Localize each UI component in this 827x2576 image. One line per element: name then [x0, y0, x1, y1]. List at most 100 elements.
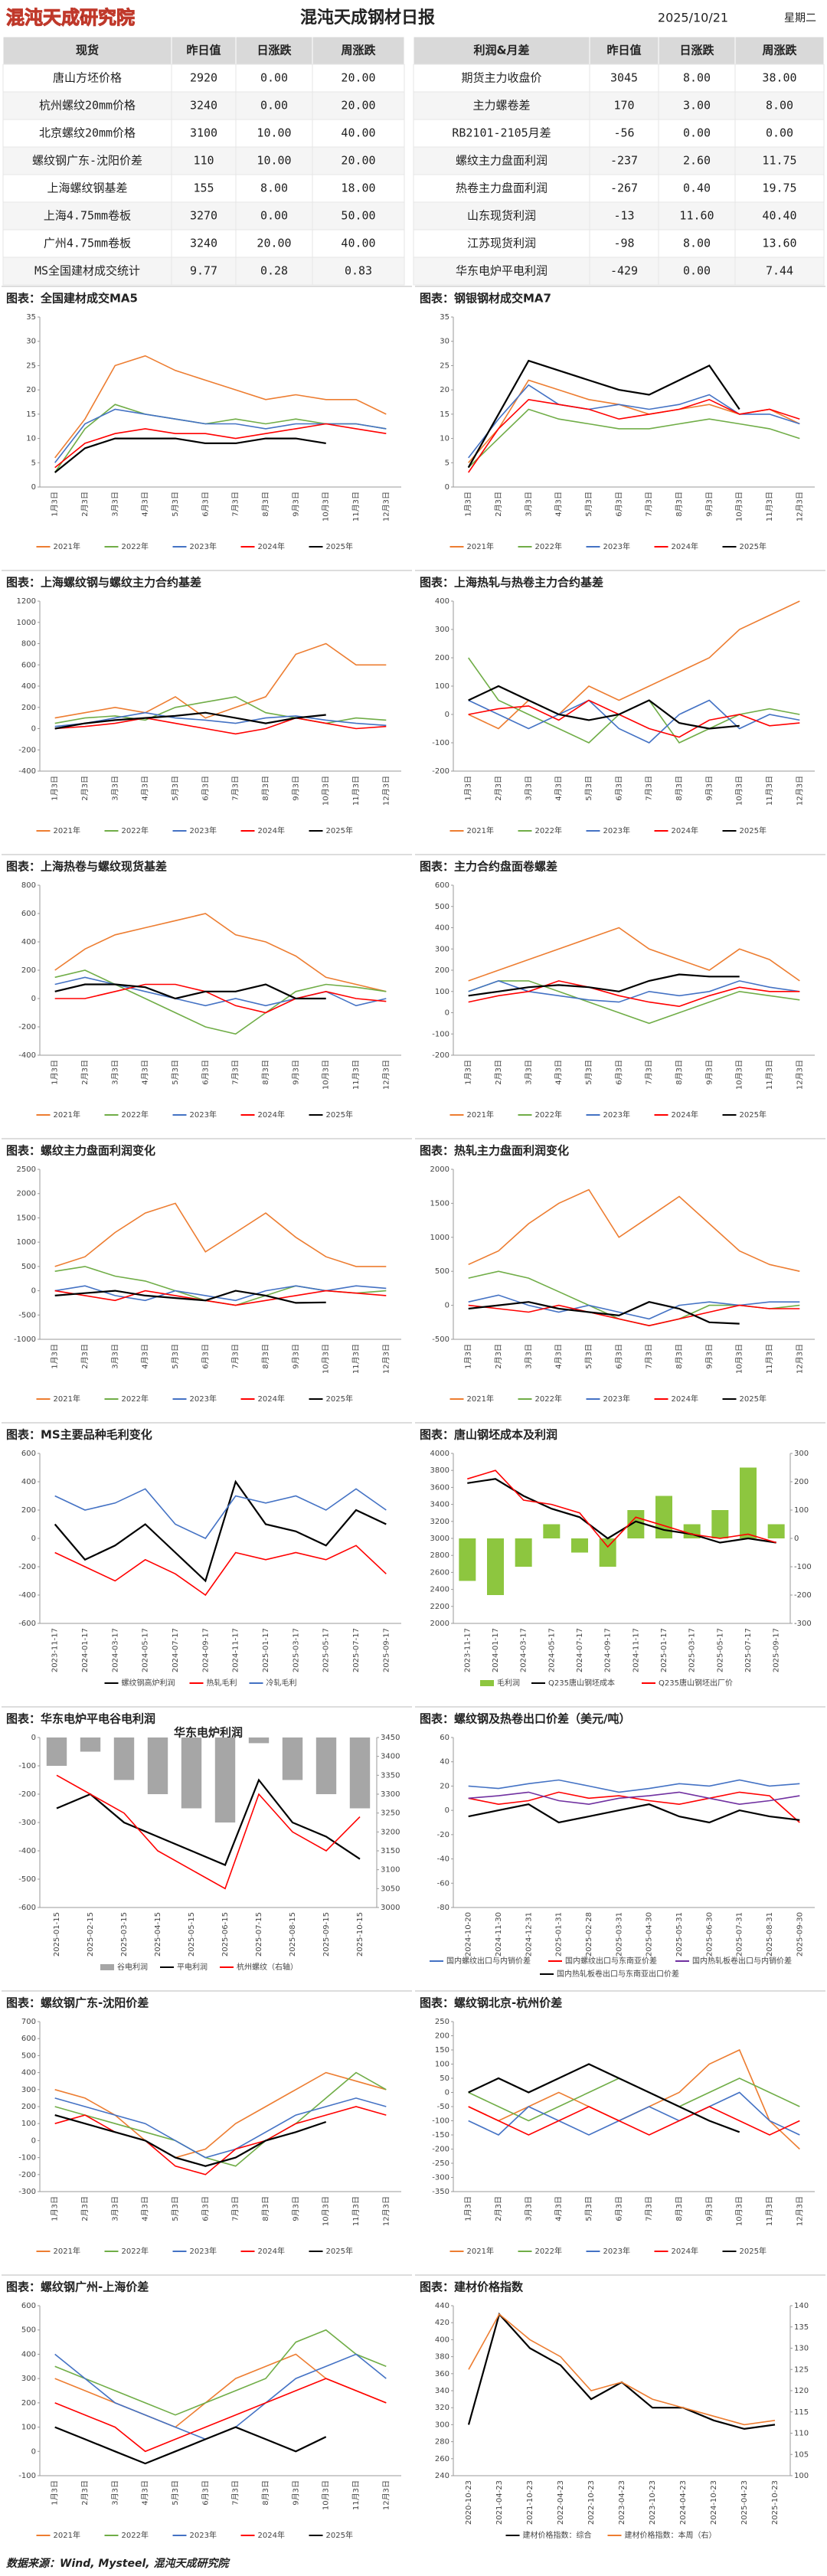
bar	[655, 1496, 672, 1538]
series-line	[468, 1294, 800, 1320]
x-tick-label: 3月3日	[110, 2196, 119, 2221]
y2-tick-label: 3400	[381, 1753, 400, 1761]
y-tick-label: 60	[440, 1734, 449, 1742]
chart-title: 图表：螺纹主力盘面利润变化	[6, 1144, 155, 1158]
x-tick-label: 2025-05-15	[188, 1912, 196, 1957]
x-tick-label: 5月3日	[584, 776, 593, 801]
series-line	[468, 600, 800, 730]
y-tick-label: -400	[18, 1051, 36, 1060]
bar	[571, 1538, 588, 1553]
series-line	[54, 1202, 387, 1267]
x-tick-label: 2月3日	[494, 776, 503, 801]
table-cell	[658, 119, 736, 148]
legend-swatch	[480, 1680, 494, 1686]
series-line	[468, 685, 740, 730]
y-tick-label: 1200	[17, 597, 36, 606]
y-tick-label: 15	[26, 410, 36, 419]
x-tick-label: 4月3日	[141, 2480, 150, 2506]
y-tick-label: 0	[445, 1302, 449, 1310]
y-tick-label: -100	[432, 2117, 449, 2126]
bar	[711, 1510, 729, 1538]
x-tick-label: 2024-03-17	[520, 1628, 528, 1672]
table-text: 江苏现货利润	[467, 237, 536, 250]
table-text: 18.00	[341, 181, 375, 195]
chart-title: 图表：上海热轧与热卷主力合约基差	[420, 576, 603, 590]
y2-tick-label: 200	[794, 1478, 809, 1486]
y-tick-label: 100	[435, 682, 449, 691]
x-tick-label: 1月3日	[464, 492, 473, 517]
series-line	[54, 2378, 387, 2453]
y-tick-label: 1000	[17, 619, 36, 627]
legend-label: 2022年	[535, 2246, 562, 2256]
y-tick-label: -200	[432, 2146, 449, 2154]
legend-label: 2024年	[672, 1394, 698, 1404]
x-tick-label: 1月3日	[51, 1344, 60, 1369]
x-tick-label: 1月3日	[464, 776, 473, 801]
y-tick-label: 15	[440, 410, 449, 419]
series-line	[468, 2106, 800, 2136]
y2-tick-label: 135	[794, 2323, 809, 2332]
x-tick-label: 3月3日	[524, 776, 533, 801]
inner-title: 华东电炉利润	[174, 1726, 243, 1740]
y-tick-label: 0	[31, 1734, 36, 1742]
legend-label: 2021年	[54, 541, 80, 551]
y-tick-label: -50	[437, 2103, 449, 2111]
x-tick-label: 6月3日	[201, 492, 210, 517]
bar	[740, 1467, 757, 1538]
x-tick-label: 10月3日	[322, 1344, 331, 1374]
legend-label: 杭州螺纹（右轴）	[237, 1962, 298, 1972]
x-tick-label: 4月3日	[141, 492, 150, 517]
y-tick-label: 260	[435, 2455, 449, 2463]
legend-label: 2025年	[326, 541, 353, 551]
legend-label: 2025年	[326, 1394, 353, 1404]
x-tick-label: 6月3日	[201, 2480, 210, 2506]
x-tick-label: 3月3日	[524, 1344, 533, 1369]
legend-label: 2022年	[122, 2246, 149, 2256]
x-tick-label: 6月3日	[614, 776, 623, 801]
x-tick-label: 8月3日	[261, 492, 270, 517]
y-tick-label: 3800	[430, 1466, 449, 1475]
series-line	[468, 699, 800, 744]
table-text: 10.00	[257, 126, 291, 140]
x-tick-label: 2月3日	[494, 492, 503, 517]
legend-label: 2025年	[740, 541, 767, 551]
table-cell	[235, 91, 313, 120]
x-tick-label: 5月3日	[171, 492, 180, 517]
x-tick-label: 2025-05-31	[675, 1912, 684, 1957]
y-tick-label: -1000	[14, 1335, 36, 1344]
table-header: 现货	[76, 44, 99, 57]
series-line	[54, 437, 326, 473]
x-tick-label: 2025-02-15	[87, 1912, 95, 1957]
x-tick-label: 2025-02-28	[585, 1912, 593, 1957]
series-line	[54, 1266, 387, 1306]
x-tick-label: 2月3日	[80, 2480, 90, 2506]
y-tick-label: 35	[26, 313, 36, 322]
y-tick-label: -100	[18, 2472, 36, 2480]
x-tick-label: 10月3日	[735, 2196, 744, 2226]
table-cell	[734, 64, 825, 93]
y-tick-label: 1500	[430, 1199, 449, 1208]
table-text: 20.00	[341, 71, 375, 85]
table-cell	[734, 119, 825, 148]
weekday: 星期二	[784, 12, 816, 25]
series-line	[468, 2313, 776, 2426]
legend-label: 2024年	[672, 2246, 698, 2256]
x-tick-label: 12月3日	[795, 1344, 804, 1374]
x-tick-label: 2025-03-17	[292, 1628, 300, 1672]
x-tick-label: 8月3日	[675, 492, 684, 517]
y2-tick-label: 3200	[381, 1828, 400, 1836]
y-tick-label: -200	[432, 767, 449, 776]
series-line	[467, 2312, 776, 2431]
y-tick-label: 100	[435, 988, 449, 996]
table-text: 7.44	[766, 264, 793, 278]
legend-label: 热轧毛利	[207, 1678, 237, 1688]
table-cell	[312, 64, 405, 93]
y-tick-label: 0	[31, 1287, 36, 1296]
x-tick-label: 2024-11-17	[632, 1628, 640, 1672]
legend-label: 2024年	[258, 2246, 285, 2256]
table-cell	[413, 119, 590, 148]
x-tick-label: 1月3日	[51, 776, 60, 801]
x-tick-label: 2月3日	[80, 776, 90, 801]
y2-tick-label: -200	[794, 1591, 812, 1600]
